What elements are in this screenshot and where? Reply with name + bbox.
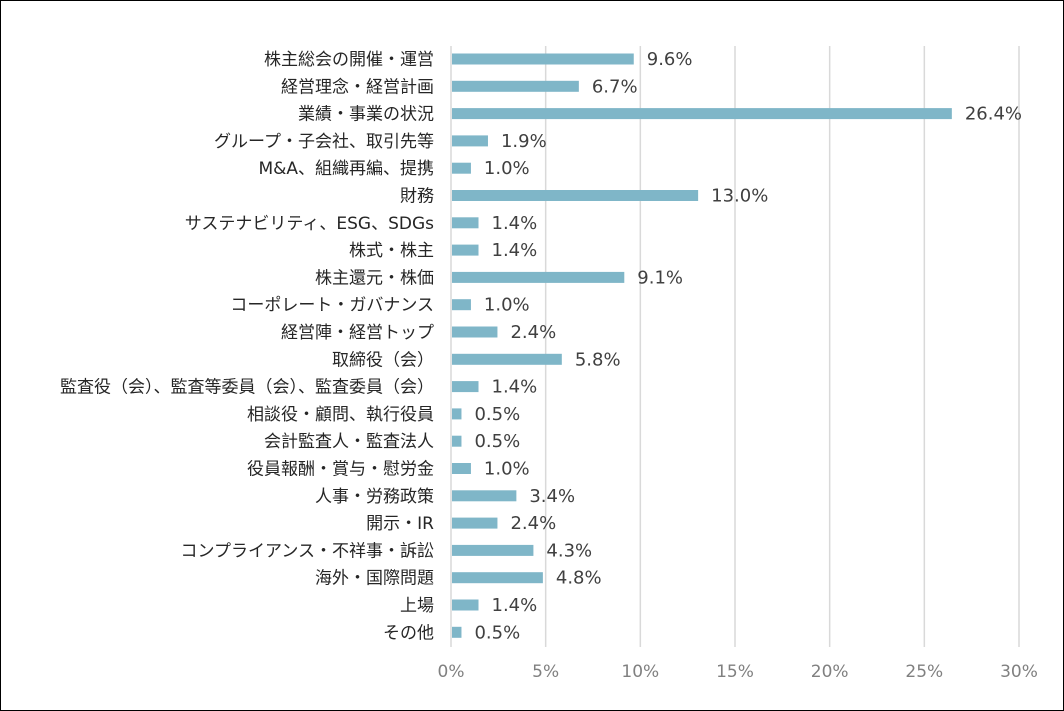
- category-label: 役員報酬・賞与・慰労金: [247, 460, 434, 480]
- data-label: 1.0%: [484, 158, 530, 179]
- category-label: 上場: [400, 596, 434, 616]
- category-label: 監査役（会）、監査等委員（会）、監査委員（会）: [60, 378, 434, 398]
- bar: [452, 599, 479, 611]
- data-label: 26.4%: [965, 104, 1022, 125]
- bar: [452, 53, 634, 65]
- category-label: 取締役（会）: [332, 350, 434, 370]
- bar: [452, 463, 471, 474]
- data-label: 13.0%: [711, 186, 768, 207]
- category-label: 経営陣・経営トップ: [281, 323, 434, 343]
- data-label: 2.4%: [510, 513, 556, 534]
- x-tick-label: 25%: [905, 662, 943, 682]
- category-label: 人事・労務政策: [315, 487, 434, 507]
- bar: [452, 490, 517, 502]
- data-label: 0.5%: [474, 431, 520, 452]
- data-label: 9.1%: [637, 267, 683, 288]
- data-label: 0.5%: [474, 622, 520, 643]
- category-label: 会計監査人・監査法人: [264, 432, 434, 452]
- gridlines: [450, 46, 1020, 647]
- bar: [452, 435, 462, 447]
- bar: [452, 217, 479, 229]
- bar: [452, 381, 479, 393]
- category-label: 相談役・顧問、執行役員: [247, 405, 434, 425]
- bar: [452, 108, 952, 120]
- bar: [452, 544, 534, 556]
- category-label: 株式・株主: [349, 241, 434, 261]
- category-label: サステナビリティ、ESG、SDGs: [185, 214, 434, 234]
- category-label: コーポレート・ガバナンス: [230, 296, 434, 316]
- data-label: 9.6%: [647, 49, 693, 70]
- category-label: 財務: [400, 187, 434, 207]
- category-label: 経営理念・経営計画: [281, 76, 434, 97]
- category-label: 海外・国際問題: [315, 569, 434, 589]
- data-label: 1.9%: [501, 131, 547, 152]
- bars: [452, 53, 952, 638]
- data-label: 6.7%: [592, 76, 638, 97]
- category-label: グループ・子会社、取引先等: [214, 132, 434, 152]
- x-tick-label: 0%: [438, 662, 465, 682]
- bar: [452, 80, 579, 92]
- data-label: 1.0%: [484, 295, 530, 316]
- bar: [452, 408, 462, 420]
- bar: [452, 135, 488, 147]
- data-label: 1.4%: [492, 213, 538, 234]
- data-label: 3.4%: [529, 486, 575, 507]
- category-label: 株主還元・株価: [315, 268, 434, 288]
- category-label: コンプライアンス・不祥事・訴訟: [181, 541, 434, 561]
- data-label: 5.8%: [575, 349, 621, 370]
- data-label: 1.4%: [492, 240, 538, 261]
- category-label: 株主総会の開催・運営: [264, 50, 434, 70]
- data-label: 4.8%: [556, 568, 602, 589]
- bar: [452, 190, 699, 201]
- data-label: 0.5%: [474, 404, 520, 425]
- data-label: 1.4%: [492, 377, 538, 398]
- category-label: 業績・事業の状況: [298, 105, 434, 125]
- bar: [452, 299, 471, 311]
- x-tick-label: 10%: [621, 662, 659, 682]
- data-label: 1.4%: [492, 595, 538, 616]
- bar: [452, 244, 479, 256]
- bar: [452, 572, 543, 584]
- category-label: 開示・IR: [366, 514, 434, 534]
- x-tick-label: 15%: [716, 662, 754, 682]
- bar: [452, 326, 498, 338]
- data-label: 2.4%: [510, 322, 556, 343]
- bar: [452, 626, 462, 638]
- category-label: その他: [383, 623, 434, 643]
- bar: [452, 271, 625, 283]
- x-tick-label: 20%: [811, 662, 849, 682]
- data-label: 4.3%: [546, 540, 592, 561]
- labels: 0% 5% 10% 15% 20% 25% 30% 株主総会の開催・運営 9.6% 経営理念・経営…: [60, 49, 1038, 682]
- bar: [452, 162, 471, 174]
- bar: [452, 353, 562, 365]
- data-label: 1.0%: [484, 459, 530, 480]
- bar: [452, 517, 498, 529]
- x-tick-label: 30%: [1000, 662, 1038, 682]
- category-label: M&A、組織再編、提携: [258, 159, 434, 179]
- x-tick-label: 5%: [532, 662, 559, 682]
